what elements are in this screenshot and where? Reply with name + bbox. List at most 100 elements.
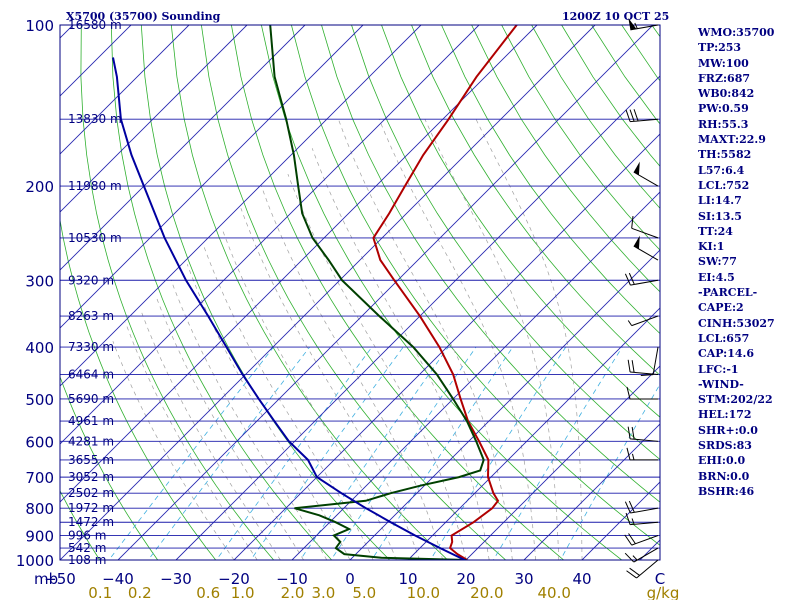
- mixing-ratio-label: 0.6: [196, 584, 220, 600]
- stability-index-item: LFC:-1: [698, 362, 739, 376]
- wind-barb: [633, 161, 659, 187]
- dry-adiabat: [501, 25, 660, 251]
- wind-barb: [624, 533, 659, 546]
- temperature-tick-label: 20: [456, 570, 475, 588]
- dry-adiabat: [80, 25, 275, 560]
- stability-index-item: BRN:0.0: [698, 469, 750, 483]
- temperature-profile: [372, 25, 518, 560]
- pressure-tick-label: 600: [25, 433, 54, 451]
- stability-index-item: TT:24: [698, 224, 733, 238]
- moist-adiabat: [475, 119, 583, 560]
- isotherm: [60, 25, 248, 213]
- moist-adiabat: [203, 246, 374, 560]
- mixing-ratio-line: [299, 346, 449, 560]
- pressure-tick-label: 1000: [16, 552, 54, 570]
- moist-adiabat: [170, 280, 328, 560]
- stability-index-item: PW:0.59: [698, 102, 749, 116]
- wind-barb: [624, 272, 659, 286]
- isotherm: [60, 25, 596, 560]
- height-label: 7330 m: [68, 340, 114, 354]
- pressure-tick-label: 500: [25, 391, 54, 409]
- temperature-unit-label: C: [655, 570, 665, 588]
- wind-barb: [627, 359, 659, 375]
- stability-index-item: MW:100: [698, 56, 749, 70]
- mixing-ratio-line: [250, 346, 404, 560]
- mixing-ratio-label: 2.0: [281, 584, 305, 600]
- temperature-tick-label: −20: [218, 570, 250, 588]
- isotherm: [233, 133, 660, 560]
- pressure-tick-label: 300: [25, 272, 54, 290]
- stability-index-item: L57:6.4: [698, 163, 745, 177]
- mixing-ratio-label: 0.2: [128, 584, 152, 600]
- height-label: 2502 m: [68, 486, 114, 500]
- isotherm: [60, 25, 480, 445]
- isotherm: [60, 25, 190, 155]
- wind-barb: [640, 347, 659, 377]
- pressure-tick-label: 100: [25, 17, 54, 35]
- stability-index-item: KI:1: [698, 240, 725, 254]
- stability-index-item: HEL:172: [698, 408, 752, 422]
- height-label: 4281 m: [68, 434, 114, 448]
- dewpoint-profile: [269, 25, 485, 560]
- dry-adiabat: [60, 217, 217, 560]
- dry-adiabat: [110, 25, 333, 560]
- temperature-tick-label: 40: [572, 570, 591, 588]
- dry-adiabat: [60, 375, 159, 560]
- temperature-tick-label: 10: [398, 570, 417, 588]
- plot-area: [60, 25, 660, 560]
- stability-index-item: SRDS:83: [698, 439, 752, 453]
- stability-index-item: SW:77: [698, 255, 737, 269]
- wind-barb: [625, 512, 659, 526]
- isotherm: [523, 423, 660, 560]
- wind-barb: [627, 315, 659, 327]
- mixing-ratio-label: 5.0: [352, 584, 376, 600]
- mixing-ratio-label: 10.0: [407, 584, 440, 600]
- isotherm: [407, 307, 660, 560]
- isotherm: [117, 25, 654, 560]
- temperature-tick-label: −40: [102, 570, 134, 588]
- stability-index-item: CAPE:2: [698, 301, 744, 315]
- wind-barb: [626, 559, 659, 579]
- mixing-ratio-line: [429, 346, 567, 560]
- mixing-ratio-line: [215, 346, 373, 560]
- height-label: 542 m: [68, 541, 106, 555]
- temperature-tick-label: 30: [514, 570, 533, 588]
- stability-index-item: LI:14.7: [698, 194, 742, 208]
- stability-index-item: WB0:842: [698, 87, 755, 101]
- stability-index-item: RH:55.3: [698, 117, 749, 131]
- height-label: 9320 m: [68, 273, 114, 287]
- dry-adiabat: [170, 25, 449, 560]
- temperature-tick-label: 0: [345, 570, 355, 588]
- dry-adiabat: [201, 25, 507, 560]
- stability-index-item: WMO:35700: [698, 26, 775, 39]
- temperature-tick-label: −50: [44, 570, 76, 588]
- pressure-axis-label: mb: [34, 570, 58, 588]
- dry-adiabat: [291, 25, 660, 546]
- stability-index-item: MAXT:22.9: [698, 133, 766, 147]
- stability-index-item: EHI:0.0: [698, 454, 746, 468]
- mixing-ratio-label: 0.1: [88, 584, 112, 600]
- stability-index-item: LCL:657: [698, 331, 750, 345]
- stability-index-item: STM:202/22: [698, 393, 773, 407]
- pressure-tick-label: 900: [25, 528, 54, 546]
- chart-datetime: 1200Z 10 OCT 25: [562, 10, 670, 23]
- isotherm: [60, 25, 306, 271]
- pressure-tick-label: 200: [25, 178, 54, 196]
- stability-index-item: BSHR:46: [698, 484, 755, 498]
- stability-index-item: LCL:752: [698, 178, 750, 192]
- mixing-ratio-line: [330, 346, 477, 560]
- temperature-tick-label: −30: [160, 570, 192, 588]
- isotherm: [291, 191, 660, 560]
- stability-index-item: TH:5582: [698, 148, 752, 162]
- wind-barb: [624, 547, 659, 563]
- wind-barb: [625, 109, 659, 123]
- stability-index-item: -PARCEL-: [698, 286, 758, 300]
- mixing-ratio-line: [492, 346, 623, 560]
- pressure-tick-label: 800: [25, 500, 54, 518]
- stability-index-item: SHR+:0.0: [698, 423, 758, 437]
- wind-barb: [628, 18, 659, 31]
- moist-adiabat: [112, 341, 235, 560]
- stability-index-item: CAP:14.6: [698, 347, 755, 361]
- moist-adiabat: [287, 173, 467, 560]
